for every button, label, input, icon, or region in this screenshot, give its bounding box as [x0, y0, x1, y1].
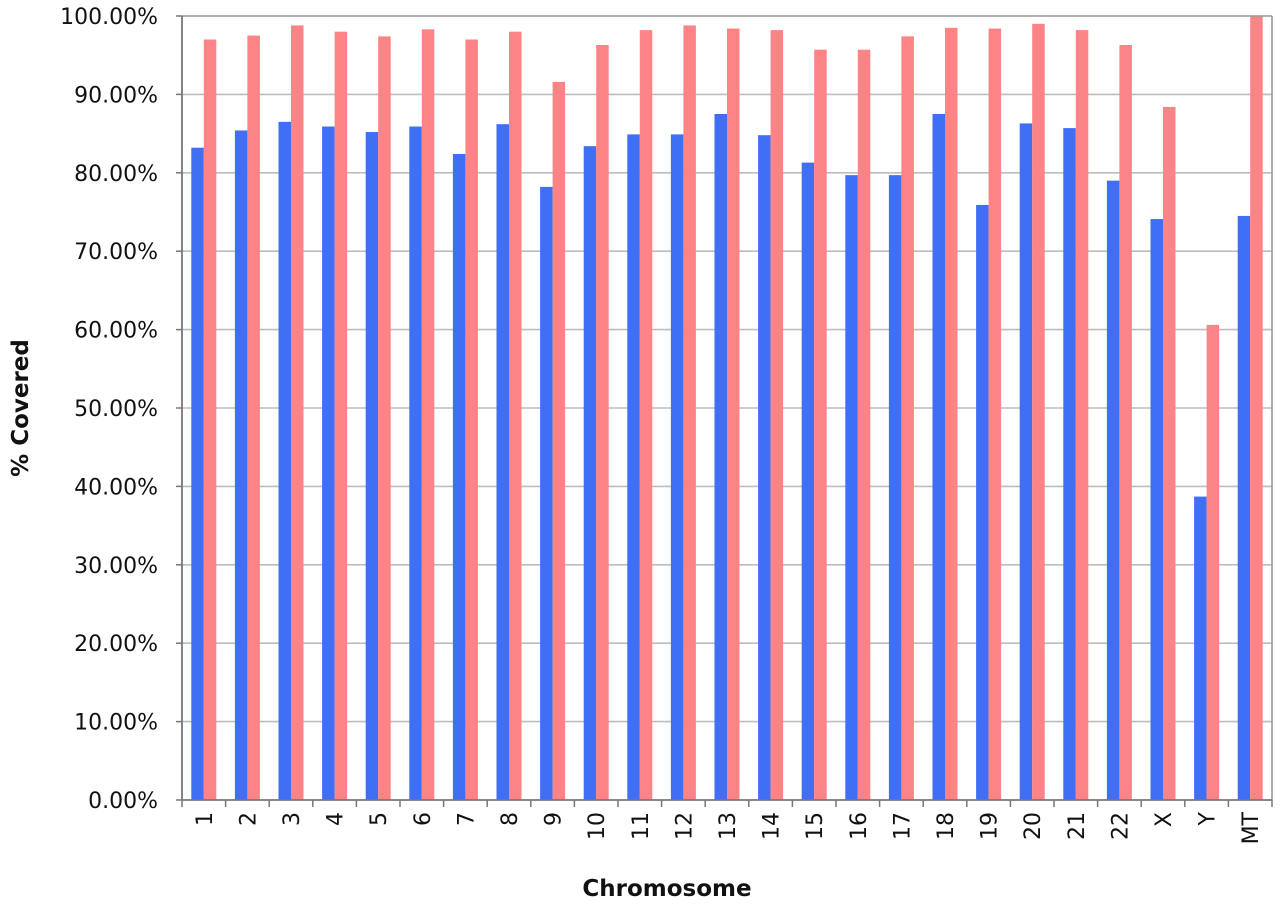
- bar-series-1-3: [278, 121, 291, 801]
- y-tick-label: 40.00%: [74, 475, 158, 500]
- bar-series-1-Y: [1194, 496, 1207, 800]
- bar-series-1-9: [540, 186, 553, 800]
- bar-series-2-3: [291, 25, 304, 801]
- y-tick-label: 0.00%: [88, 789, 158, 814]
- x-tick-label-20: 20: [1021, 812, 1046, 840]
- bar-series-1-11: [627, 134, 640, 800]
- bar-series-2-19: [988, 28, 1002, 801]
- bar-series-2-X: [1163, 106, 1176, 800]
- x-tick-label-18: 18: [934, 812, 959, 840]
- bar-series-2-16: [857, 49, 871, 800]
- bar-series-1-14: [758, 135, 771, 801]
- y-tick-label: 60.00%: [74, 319, 158, 344]
- bar-series-1-12: [670, 134, 684, 800]
- x-tick-label-X: X: [1152, 812, 1177, 827]
- y-tick-label: 100.00%: [60, 5, 158, 30]
- x-tick-label-8: 8: [498, 812, 523, 826]
- bar-series-2-5: [378, 36, 391, 800]
- bar-series-2-13: [727, 28, 740, 801]
- x-tick-label-9: 9: [542, 812, 567, 826]
- bar-series-2-9: [552, 81, 566, 801]
- bar-series-1-22: [1106, 180, 1120, 800]
- bar-series-2-8: [509, 31, 522, 801]
- bar-series-2-6: [421, 29, 435, 800]
- bar-series-1-17: [888, 175, 902, 800]
- bar-series-2-15: [814, 49, 827, 800]
- y-tick-label: 70.00%: [74, 240, 158, 265]
- bar-series-2-22: [1119, 45, 1132, 800]
- bar-series-2-20: [1032, 23, 1045, 800]
- x-tick-labels: 1 2 3 4 5 6 7 8 9 10 11 12 13 14 15 16 17 18 19 20 21 22 X Y MT: [193, 811, 1264, 844]
- bar-series-1-21: [1063, 128, 1076, 801]
- bar-series-1-MT: [1237, 215, 1251, 801]
- bar-series-2-4: [334, 31, 348, 801]
- y-tick-label: 10.00%: [74, 711, 158, 736]
- x-tick-label-2: 2: [236, 812, 261, 826]
- x-tick-label-MT: MT: [1239, 811, 1264, 844]
- x-tick-label-22: 22: [1108, 812, 1133, 840]
- axes: [176, 15, 1273, 807]
- y-tick-label: 30.00%: [74, 554, 158, 579]
- bar-series-2-1: [203, 39, 217, 800]
- x-tick-label-19: 19: [978, 812, 1003, 840]
- x-tick-label-10: 10: [585, 812, 610, 840]
- bar-series-2-12: [683, 25, 696, 801]
- bar-series-1-7: [452, 153, 466, 801]
- x-axis-title: Chromosome: [582, 876, 751, 902]
- bar-series-1-4: [322, 126, 335, 801]
- bar-series-1-19: [976, 204, 989, 800]
- bar-series-2-14: [770, 30, 784, 801]
- bar-series-2-MT: [1250, 16, 1263, 800]
- bars: [191, 16, 1263, 801]
- x-tick-label-14: 14: [760, 812, 785, 840]
- bar-series-1-10: [583, 146, 597, 800]
- bar-series-2-11: [639, 30, 653, 801]
- bar-series-1-X: [1150, 219, 1163, 800]
- bar-series-2-18: [945, 27, 958, 800]
- x-tick-label-13: 13: [716, 812, 741, 840]
- y-tick-labels: 0.00% 10.00% 20.00% 30.00% 40.00% 50.00% 60.00…: [60, 5, 158, 814]
- bar-series-1-20: [1019, 123, 1033, 800]
- bar-series-2-Y: [1206, 324, 1220, 800]
- bar-series-2-7: [465, 39, 478, 800]
- x-tick-label-16: 16: [847, 812, 872, 840]
- bar-series-2-17: [901, 36, 914, 800]
- bar-series-2-2: [247, 35, 260, 801]
- y-tick-label: 90.00%: [74, 83, 158, 108]
- x-tick-label-6: 6: [411, 812, 436, 826]
- bar-series-2-21: [1075, 30, 1089, 801]
- x-tick-label-7: 7: [454, 812, 479, 826]
- bar-series-1-16: [845, 175, 858, 800]
- x-tick-label-5: 5: [367, 812, 392, 826]
- bar-series-2-10: [596, 45, 609, 800]
- y-tick-label: 80.00%: [74, 162, 158, 187]
- y-tick-label: 50.00%: [74, 397, 158, 422]
- bar-series-1-1: [191, 147, 204, 800]
- x-tick-label-15: 15: [803, 812, 828, 840]
- x-tick-label-21: 21: [1065, 812, 1090, 840]
- bar-series-1-2: [234, 130, 248, 800]
- x-tick-label-3: 3: [280, 812, 305, 826]
- x-tick-label-11: 11: [629, 812, 654, 840]
- bar-series-1-15: [801, 162, 815, 801]
- x-tick-label-Y: Y: [1196, 811, 1221, 826]
- y-tick-label: 20.00%: [74, 632, 158, 657]
- bar-series-1-13: [714, 114, 727, 800]
- x-tick-label-4: 4: [324, 812, 349, 826]
- x-tick-label-17: 17: [890, 812, 915, 840]
- bar-series-1-5: [365, 132, 379, 800]
- bar-series-1-6: [409, 126, 422, 801]
- bar-series-1-8: [496, 124, 509, 800]
- x-tick-label-12: 12: [672, 812, 697, 840]
- y-axis-title: % Covered: [8, 339, 34, 477]
- x-tick-label-1: 1: [193, 812, 218, 826]
- bar-series-1-18: [932, 114, 945, 800]
